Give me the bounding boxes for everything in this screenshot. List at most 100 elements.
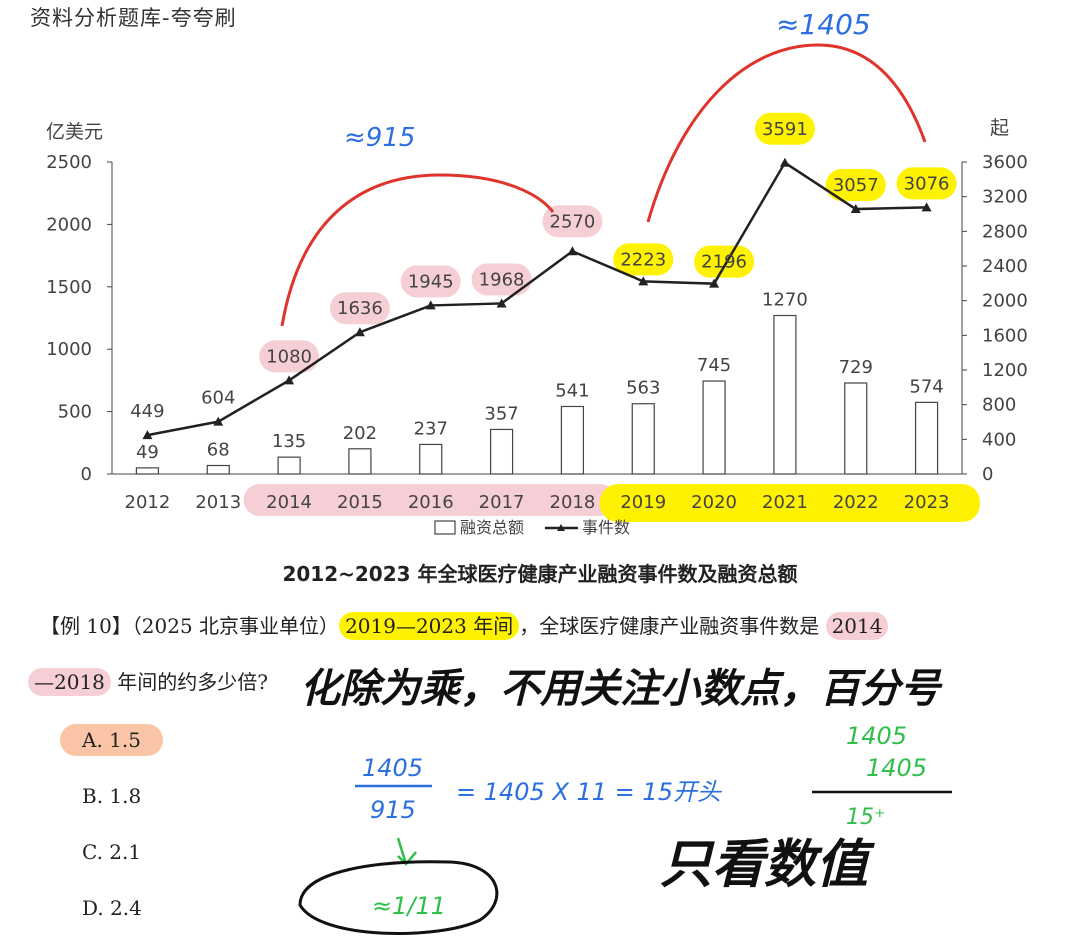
left-tick-label: 1000 xyxy=(46,339,92,360)
right-tick-label: 0 xyxy=(982,464,993,485)
question-suffix: 年间的约多少倍? xyxy=(110,670,268,694)
event-point-2015 xyxy=(354,327,365,337)
event-point-2020 xyxy=(709,278,720,288)
fraction-denominator: 915 xyxy=(370,796,416,824)
bar-2014 xyxy=(277,456,301,475)
event-point-2012 xyxy=(142,430,153,440)
line-label-2012: 449 xyxy=(130,401,164,422)
legend-bar-swatch xyxy=(434,520,456,535)
x-tick-2023: 2023 xyxy=(904,492,950,513)
question-line-2: —2018 年间的约多少倍? xyxy=(28,666,268,696)
calc-line-1: 1405 xyxy=(846,722,907,750)
line-label-2021: 3591 xyxy=(762,119,808,140)
x-tick-2019: 2019 xyxy=(620,492,666,513)
equation: = 1405 X 11 = 15开头 xyxy=(456,778,722,806)
right-tick-label: 400 xyxy=(982,429,1016,450)
line-label-highlight xyxy=(613,243,674,276)
bar-label-2022: 729 xyxy=(839,357,873,378)
line-label-2023: 3076 xyxy=(904,173,950,194)
event-point-2018 xyxy=(567,246,578,256)
calc-result: 15⁺ xyxy=(846,805,886,830)
bar-2018 xyxy=(560,405,585,475)
x-tick-2013: 2013 xyxy=(195,492,241,513)
line-label-2017: 1968 xyxy=(479,269,525,290)
pink-year-highlight xyxy=(243,484,616,516)
line-label-2019: 2223 xyxy=(620,249,666,270)
chart-legend: 融资总额 事件数 xyxy=(434,518,630,537)
right-tick-label: 3200 xyxy=(982,187,1028,208)
bar-label-2014: 135 xyxy=(272,431,306,452)
question-middle: ，全球医疗健康产业融资事件数是 xyxy=(519,614,826,638)
bar-label-2017: 357 xyxy=(484,403,518,424)
line-label-2015: 1636 xyxy=(337,298,383,319)
bar-label-2013: 68 xyxy=(207,440,230,461)
legend-bar-label: 融资总额 xyxy=(460,518,524,537)
bar-2012 xyxy=(135,467,160,475)
line-label-highlight xyxy=(694,245,755,278)
bar-label-2019: 563 xyxy=(626,378,660,399)
x-tick-2021: 2021 xyxy=(762,492,808,513)
period-b-part1: 2014 xyxy=(825,612,889,640)
event-point-2014 xyxy=(284,375,295,385)
right-axis-label: 起 xyxy=(990,117,1009,139)
left-tick-label: 2500 xyxy=(46,152,92,173)
bar-label-2023: 574 xyxy=(909,376,943,397)
right-tick-label: 2000 xyxy=(982,291,1028,312)
line-label-2020: 2196 xyxy=(701,252,747,273)
left-tick-label: 2000 xyxy=(46,214,92,235)
event-point-2021 xyxy=(779,157,790,167)
line-label-2018: 2570 xyxy=(550,211,596,232)
only-digits-note: 只看数值 xyxy=(660,835,875,895)
legend-line-label: 事件数 xyxy=(582,518,630,537)
right-tick-label: 800 xyxy=(982,395,1016,416)
event-point-2019 xyxy=(638,276,649,286)
line-label-2016: 1945 xyxy=(408,271,454,292)
right-tick-label: 2400 xyxy=(982,256,1028,277)
page-header: 资料分析题库-夸夸刷 xyxy=(30,6,237,30)
fraction-numerator: 1405 xyxy=(362,754,423,782)
line-label-2014: 1080 xyxy=(266,346,312,367)
bar-2013 xyxy=(206,464,230,475)
left-tick-label: 0 xyxy=(81,464,92,485)
bar-label-2021: 1270 xyxy=(762,290,808,311)
handwritten-tip: 化除为乘，不用关注小数点，百分号 xyxy=(300,666,943,712)
line-label-highlight xyxy=(542,205,603,238)
question-prefix: 【例 10】（2025 北京事业单位） xyxy=(40,614,340,638)
left-tick-label: 500 xyxy=(58,402,92,423)
events-line xyxy=(147,161,927,437)
line-label-2022: 3057 xyxy=(833,175,879,196)
option-d[interactable]: D. 2.4 xyxy=(82,896,142,920)
bar-2022 xyxy=(844,382,868,475)
option-a[interactable]: A. 1.5 xyxy=(60,724,163,756)
right-tick-label: 2800 xyxy=(982,221,1028,242)
option-c[interactable]: C. 2.1 xyxy=(82,840,142,864)
bar-label-2012: 49 xyxy=(136,442,159,463)
period-a-highlight: 2019—2023 年间 xyxy=(339,612,520,640)
event-point-2013 xyxy=(213,416,224,426)
right-tick-label: 3600 xyxy=(982,152,1028,173)
x-tick-2015: 2015 xyxy=(337,492,383,513)
yellow-year-highlight xyxy=(599,484,980,522)
bar-2019 xyxy=(631,403,655,475)
bar-2017 xyxy=(489,428,514,475)
green-arrow xyxy=(396,837,417,866)
bar-2020 xyxy=(702,380,726,475)
bar-label-2016: 237 xyxy=(414,418,448,439)
x-tick-2018: 2018 xyxy=(550,492,596,513)
bar-label-2018: 541 xyxy=(555,380,589,401)
x-tick-2017: 2017 xyxy=(479,492,525,513)
option-b[interactable]: B. 1.8 xyxy=(82,784,142,808)
chart-caption: 2012~2023 年全球医疗健康产业融资事件数及融资总额 xyxy=(282,562,798,586)
x-tick-2016: 2016 xyxy=(408,492,454,513)
x-tick-2014: 2014 xyxy=(266,492,312,513)
x-tick-2020: 2020 xyxy=(691,492,737,513)
period-b-part2: —2018 xyxy=(28,668,111,696)
bar-2016 xyxy=(419,443,443,475)
black-circle xyxy=(298,860,499,935)
left-tick-label: 1500 xyxy=(46,277,92,298)
right-tick-label: 1200 xyxy=(982,360,1028,381)
bar-label-2020: 745 xyxy=(697,355,731,376)
line-label-2013: 604 xyxy=(201,388,235,409)
question-line-1: 【例 10】（2025 北京事业单位） 2019—2023 年间 ，全球医疗健康产业… xyxy=(40,610,1060,640)
bar-2015 xyxy=(348,448,372,475)
